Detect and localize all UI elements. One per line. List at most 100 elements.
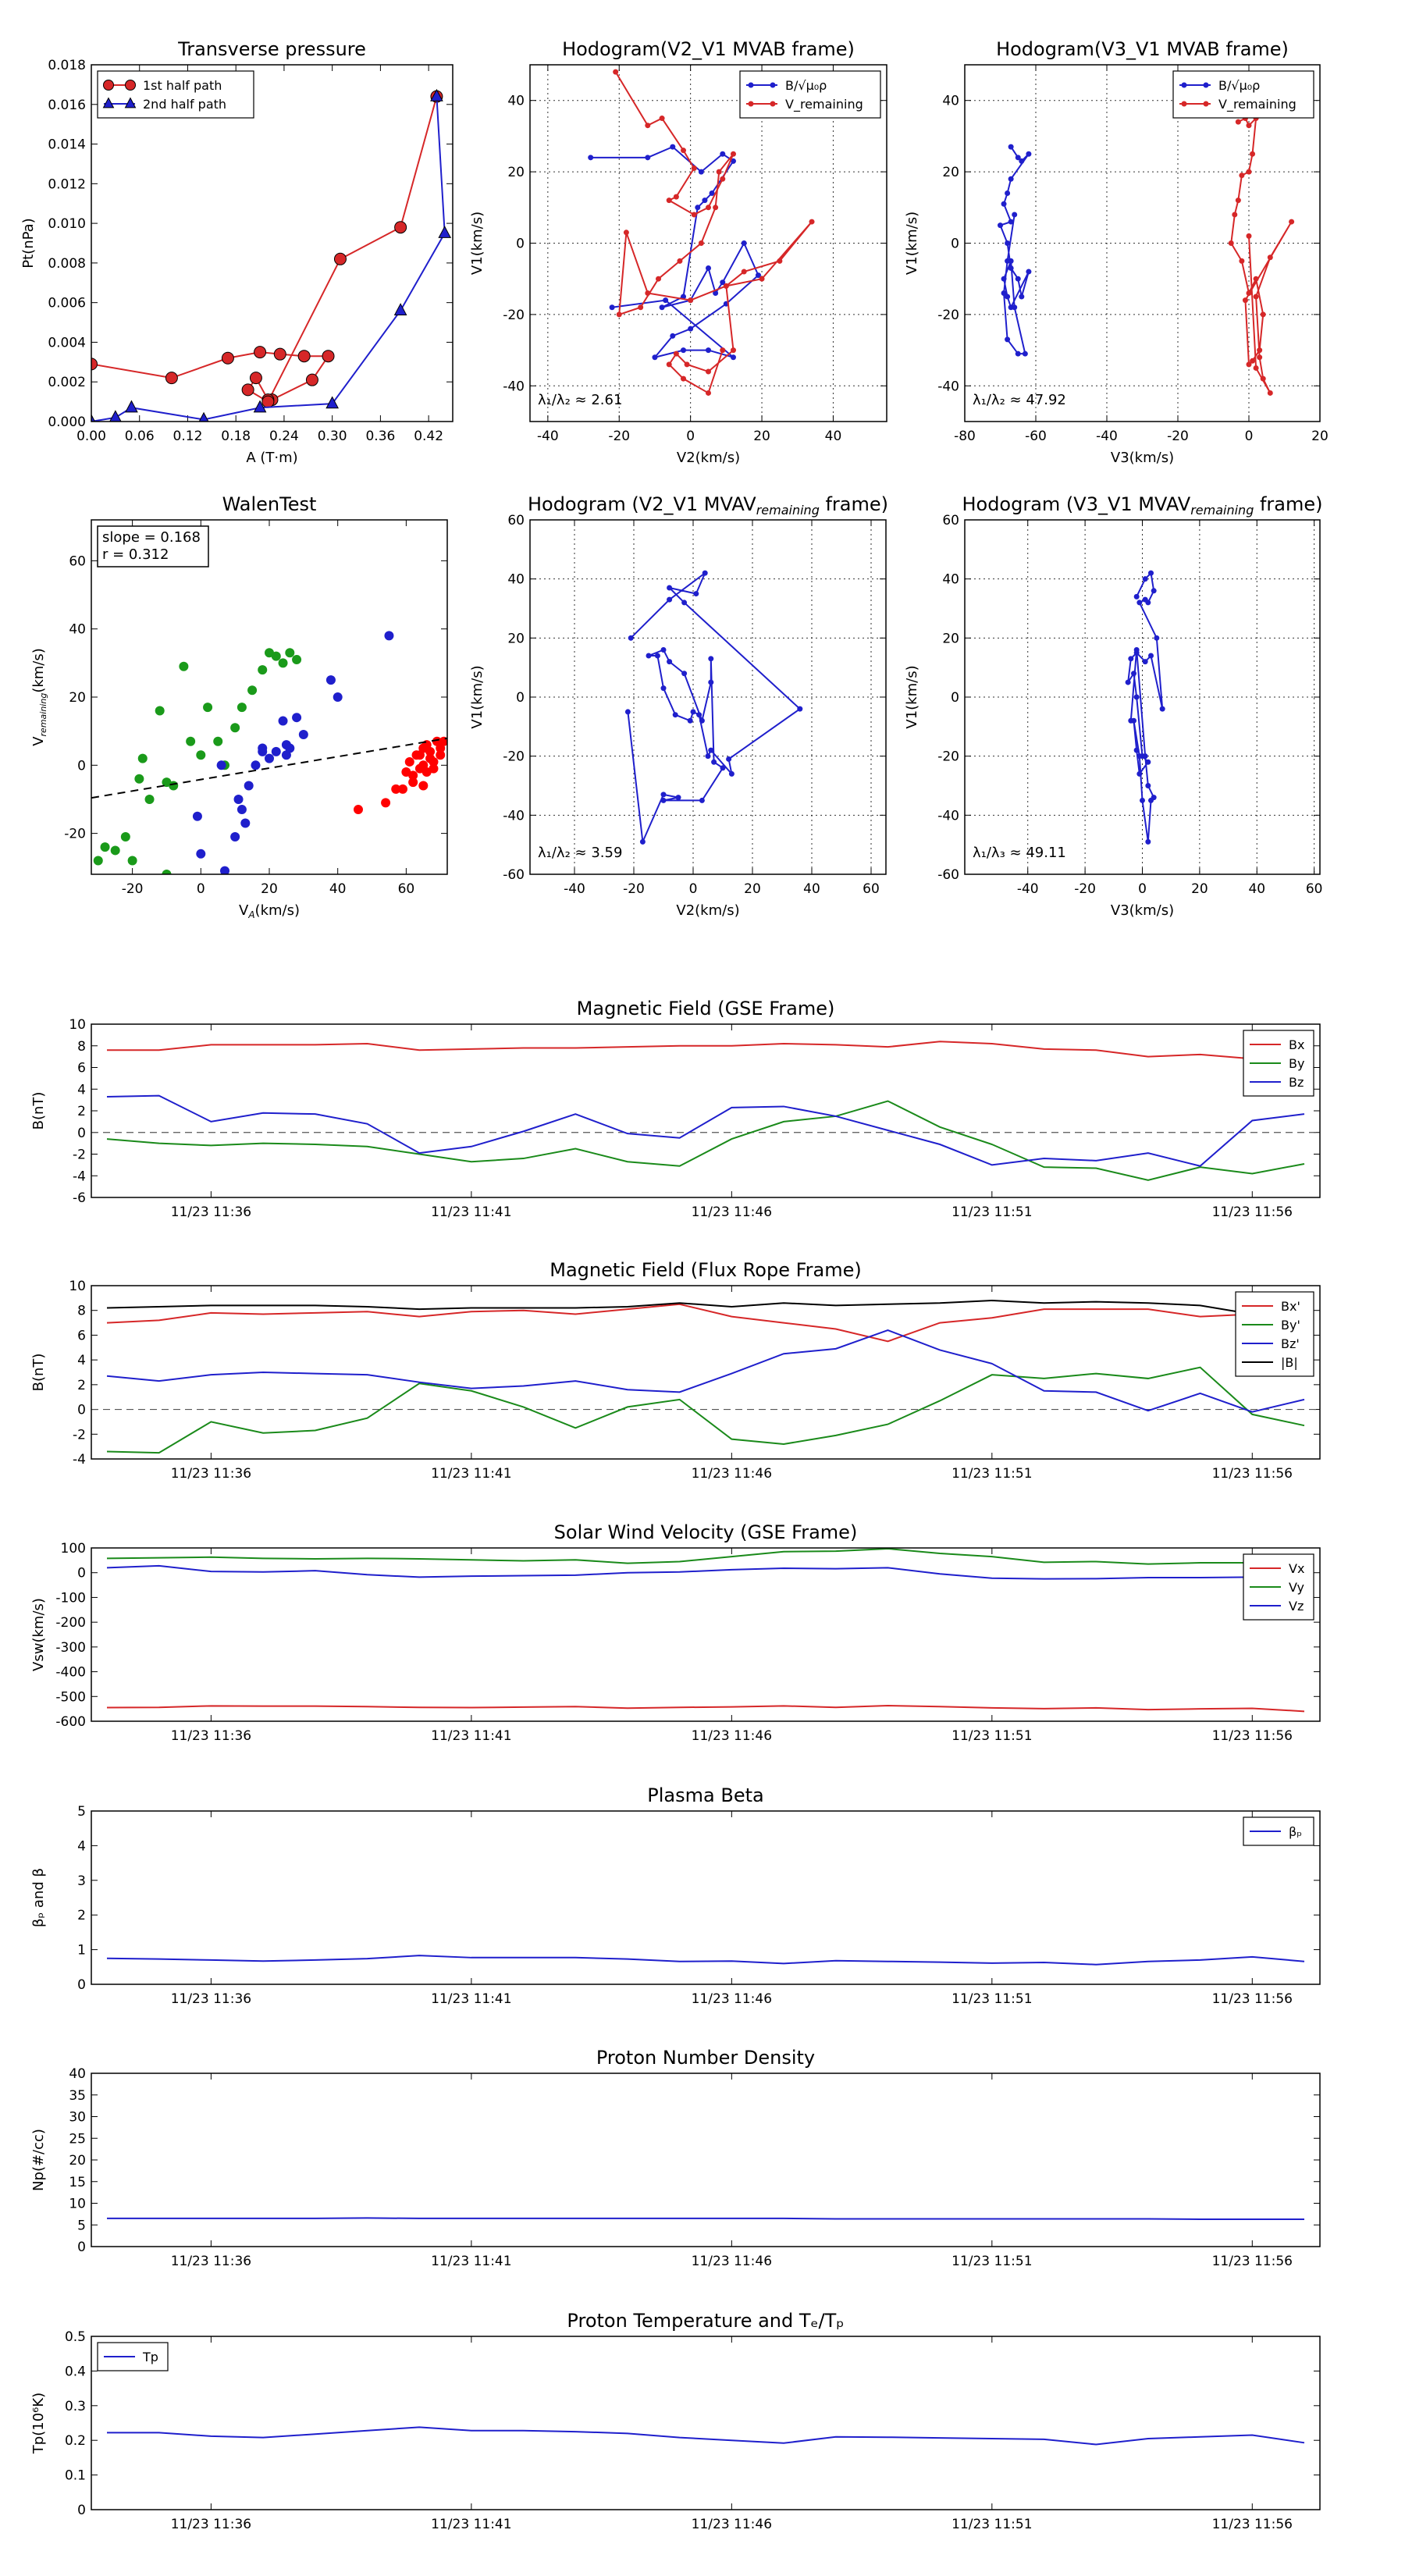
data-point [438,226,452,238]
y-tick-label: 35 [69,2088,86,2104]
data-point [706,347,711,354]
legend: βₚ [1243,1816,1314,1846]
y-axis-label: V1(km/s) [469,665,486,728]
series-group [1125,570,1165,845]
plot-frame [91,1810,1321,1985]
y-tick-label: -40 [503,379,525,394]
scatter-point [186,736,196,746]
y-tick-label: 0.1 [65,2468,86,2484]
y-tick-label: 20 [507,631,525,646]
data-point [681,375,687,382]
x-axis-label: VA(km/s) [239,902,300,920]
data-point [1133,593,1140,600]
data-point [797,706,803,712]
data-point [1026,151,1032,157]
data-point [691,212,697,218]
scatter-point [258,743,268,753]
data-point [1235,119,1241,125]
legend-label: By' [1281,1318,1300,1332]
legend-label: B/√μ₀ρ [785,78,827,93]
x-tick-label: 0.06 [125,429,155,444]
data-point [681,600,688,606]
x-tick-label: 11/23 11:51 [951,2254,1032,2269]
y-axis-label: V1(km/s) [904,212,920,275]
series-line-βₚ [106,1955,1305,1966]
data-point [666,361,672,368]
legend-label: Bx [1289,1037,1304,1052]
series-line-B/√μ₀ρ [999,146,1030,355]
legend-marker [770,82,776,88]
x-tick-label: 20 [744,881,761,897]
data-point [1250,358,1256,364]
scatter-point [418,781,429,791]
data-point [698,240,704,246]
x-tick-label: 11/23 11:36 [171,2254,251,2269]
scatter-point [436,750,446,760]
data-point [1008,219,1014,225]
x-tick-label: 11/23 11:56 [1212,1991,1293,2007]
legend: Bx By Bz [1243,1030,1314,1097]
chart-magnetic_field_gse: Magnetic Field (GSE Frame) 11/23 11:36 11/… [30,998,1321,1220]
y-tick-label: 40 [942,94,959,109]
y-tick-label: 0 [516,690,525,706]
data-point [672,712,678,718]
chart-hodogram_v3_v1_mvav: Hodogram (V3_V1 MVAVremaining frame) -40 -… [904,493,1323,919]
legend-box [1235,1291,1314,1377]
data-point [1001,290,1007,296]
legend-label: Vx [1289,1561,1304,1576]
chart-plasma_beta: Plasma Beta 11/23 11:36 11/23 11:41 11/23 1… [30,1784,1321,2007]
data-point [616,311,622,318]
y-tick-label: 0 [951,237,959,252]
scatter-point [292,713,302,723]
scatter-point [155,706,165,716]
data-point [1136,753,1143,760]
data-point [660,797,667,803]
series-group [624,570,803,845]
data-point [1239,258,1245,264]
data-point [688,326,694,332]
y-tick-label: 30 [69,2110,86,2126]
x-tick-label: 11/23 11:36 [171,2517,251,2532]
annotation-text: λ₁/λ₂ ≈ 2.61 [538,392,622,408]
data-point [1136,600,1143,606]
data-point [588,155,594,161]
data-point [696,712,702,718]
data-point [645,123,651,129]
data-point [1267,390,1273,396]
data-point [702,570,708,576]
legend: 1st half path 2nd half path [97,70,254,119]
y-tick-label: -40 [937,379,959,394]
data-point [1250,151,1256,157]
series-line-V_remaining [1230,116,1293,393]
legend-marker [124,97,137,109]
legend: B/√μ₀ρ V_remaining [1172,70,1314,119]
scatter-point [292,654,302,664]
series-group [998,116,1295,396]
data-point [241,383,254,397]
data-point [1260,311,1266,318]
x-tick-label: 11/23 11:46 [692,2517,772,2532]
chart-hodogram_v3_v1_mvab: Hodogram(V3_V1 MVAB frame) -80 -60 -40 -20 0 2… [904,38,1329,466]
y-tick-label: 0.006 [48,296,86,311]
data-point [706,368,711,375]
data-point [1005,258,1011,264]
legend-label: V_remaining [785,97,863,112]
data-point [91,414,96,422]
scatter-point [244,781,254,791]
y-axis-label-main: V [30,736,47,746]
data-point [681,347,687,354]
scatter-point [100,842,110,852]
scatter-point [325,675,336,685]
y-tick-label: -20 [937,749,959,765]
series-group [107,2217,1304,2221]
chart-title-subscript: remaining [1190,503,1254,518]
x-axis-label: V3(km/s) [1111,450,1174,466]
data-point [1133,694,1140,700]
legend-marker [1203,101,1209,107]
x-tick-label: 0 [1245,429,1254,444]
data-point [1246,361,1252,368]
y-tick-label: -200 [55,1615,86,1631]
legend-marker [102,97,115,109]
data-point [667,596,673,603]
scatter-point [429,756,439,767]
